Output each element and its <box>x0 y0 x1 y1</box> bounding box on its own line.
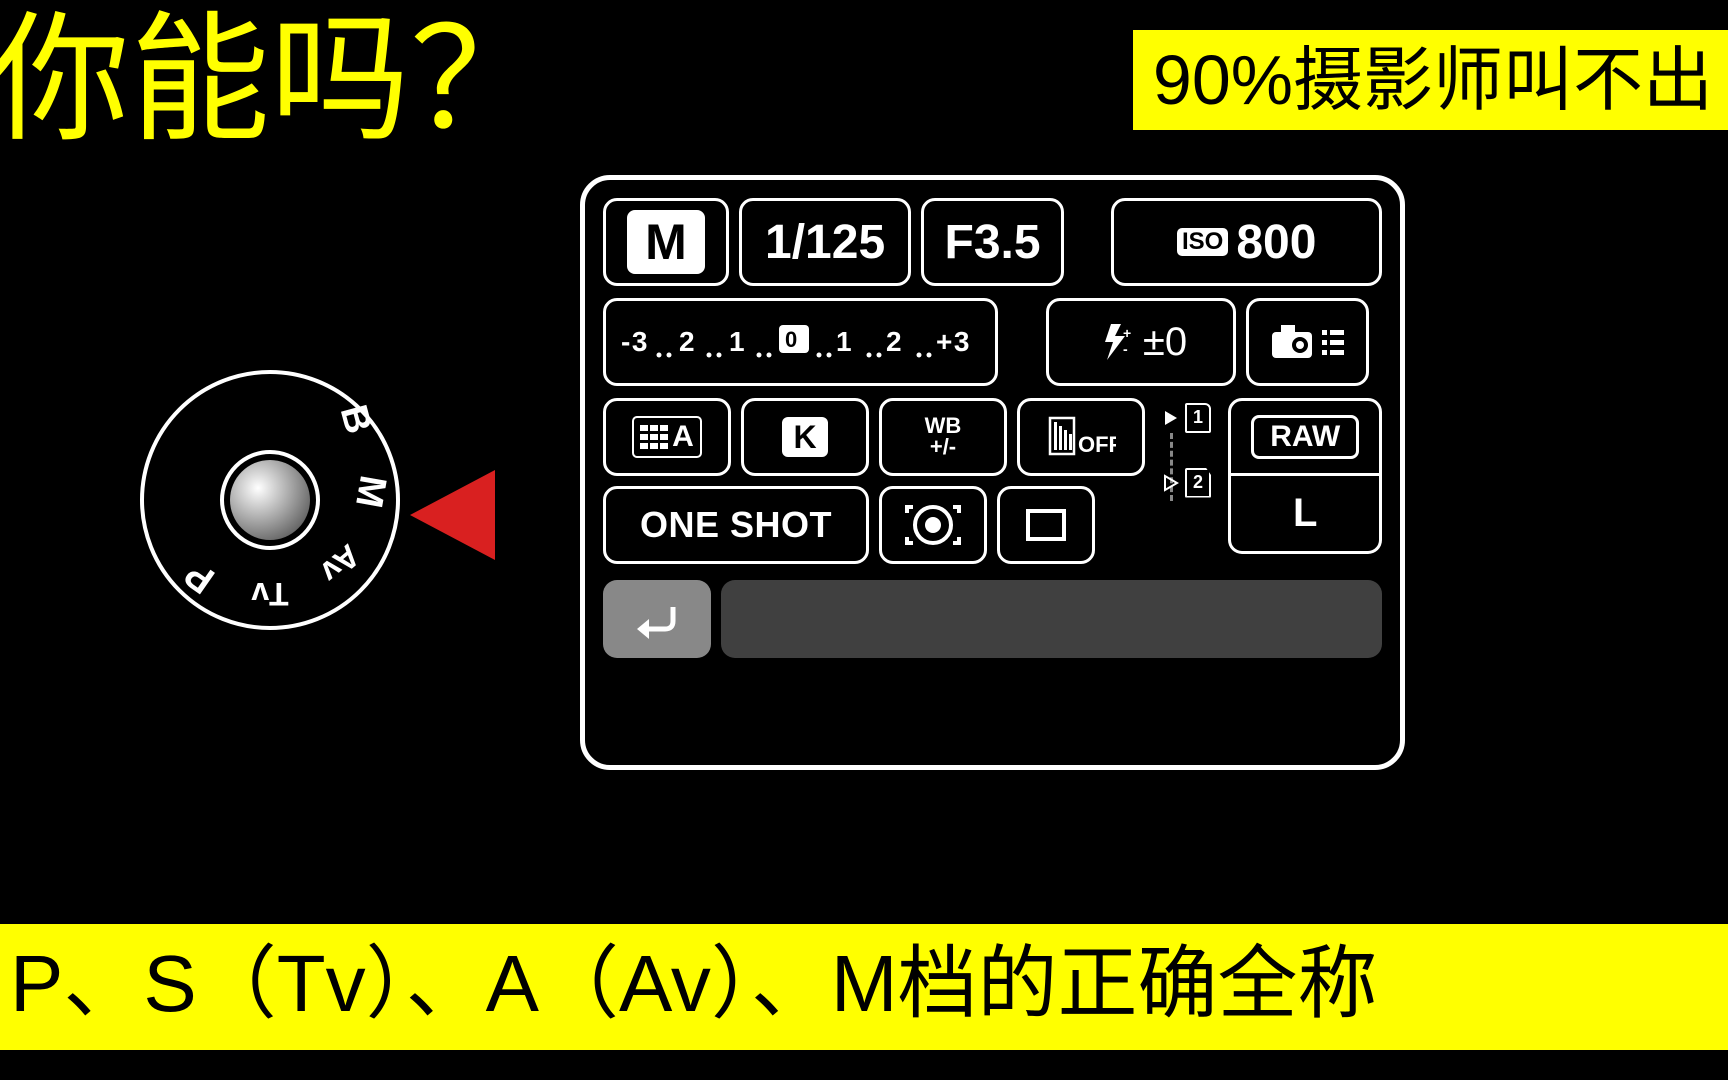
iso-label: ISO <box>1177 228 1228 256</box>
arrow-right-icon <box>1163 474 1181 492</box>
mode-value: M <box>627 210 705 274</box>
quality-jpeg: L <box>1228 476 1382 554</box>
svg-text:2: 2 <box>886 326 903 357</box>
picture-style-value: A <box>672 420 694 454</box>
camera-lcd-panel: M 1/125 F3.5 ISO 800 -3 2 1 0 1 2 +3 <box>580 175 1405 770</box>
dial-center-button[interactable] <box>230 460 310 540</box>
return-icon <box>629 599 685 639</box>
iso-value: 800 <box>1236 215 1316 270</box>
svg-text:OFF: OFF <box>1078 432 1116 457</box>
svg-text:-3: -3 <box>621 326 649 357</box>
card2-label: 2 <box>1185 468 1211 498</box>
grid-icon <box>640 425 668 449</box>
metering-icon <box>903 501 963 549</box>
image-quality[interactable]: RAW L <box>1228 398 1382 564</box>
drive-mode[interactable] <box>997 486 1095 564</box>
dial-pointer-icon <box>410 470 495 560</box>
svg-text:+3: +3 <box>936 326 971 357</box>
arrow-right-icon <box>1163 409 1181 427</box>
flash-icon: + - <box>1095 320 1139 364</box>
exposure-compensation-scale[interactable]: -3 2 1 0 1 2 +3 <box>603 298 998 386</box>
return-button[interactable] <box>603 580 711 658</box>
ev-scale-icon: -3 2 1 0 1 2 +3 <box>621 317 981 367</box>
svg-text:-: - <box>1123 341 1128 357</box>
card1-label: 1 <box>1185 403 1211 433</box>
alo-icon: OFF <box>1046 412 1116 462</box>
metering-mode[interactable] <box>879 486 987 564</box>
camera-list-icon <box>1268 320 1348 364</box>
af-mode[interactable]: ONE SHOT <box>603 486 869 564</box>
aperture[interactable]: F3.5 <box>921 198 1064 286</box>
dial-mode-m: M <box>345 468 394 515</box>
picture-style[interactable]: A <box>603 398 731 476</box>
white-balance-kelvin[interactable]: K <box>741 398 869 476</box>
mode-dial[interactable]: B M Av Tv P <box>140 370 420 650</box>
memory-card-selector[interactable]: 1 2 <box>1155 398 1224 564</box>
shutter-speed[interactable]: 1/125 <box>739 198 911 286</box>
top-right-banner: 90%摄影师叫不出 <box>1133 30 1728 130</box>
bottom-banner: P、S（Tv）、A（Av）、M档的正确全称 <box>0 924 1728 1050</box>
svg-text:2: 2 <box>679 326 696 357</box>
picture-style-quick[interactable] <box>1246 298 1369 386</box>
svg-text:+: + <box>1123 325 1131 341</box>
flash-compensation[interactable]: + - ±0 <box>1046 298 1236 386</box>
question-title: 你能吗？ <box>0 10 550 150</box>
single-shot-icon <box>1022 505 1070 545</box>
iso-setting[interactable]: ISO 800 <box>1111 198 1382 286</box>
svg-text:1: 1 <box>836 326 853 357</box>
wb-shift[interactable]: WB+/- <box>879 398 1007 476</box>
quality-raw: RAW <box>1228 398 1382 476</box>
svg-text:0: 0 <box>785 327 799 352</box>
info-bar <box>721 580 1382 658</box>
dial-mode-tv: Tv <box>250 575 290 612</box>
svg-text:1: 1 <box>729 326 746 357</box>
mode-indicator[interactable]: M <box>603 198 729 286</box>
flash-comp-value: ±0 <box>1143 320 1187 365</box>
auto-lighting-optimizer[interactable]: OFF <box>1017 398 1145 476</box>
kelvin-value: K <box>782 417 828 457</box>
